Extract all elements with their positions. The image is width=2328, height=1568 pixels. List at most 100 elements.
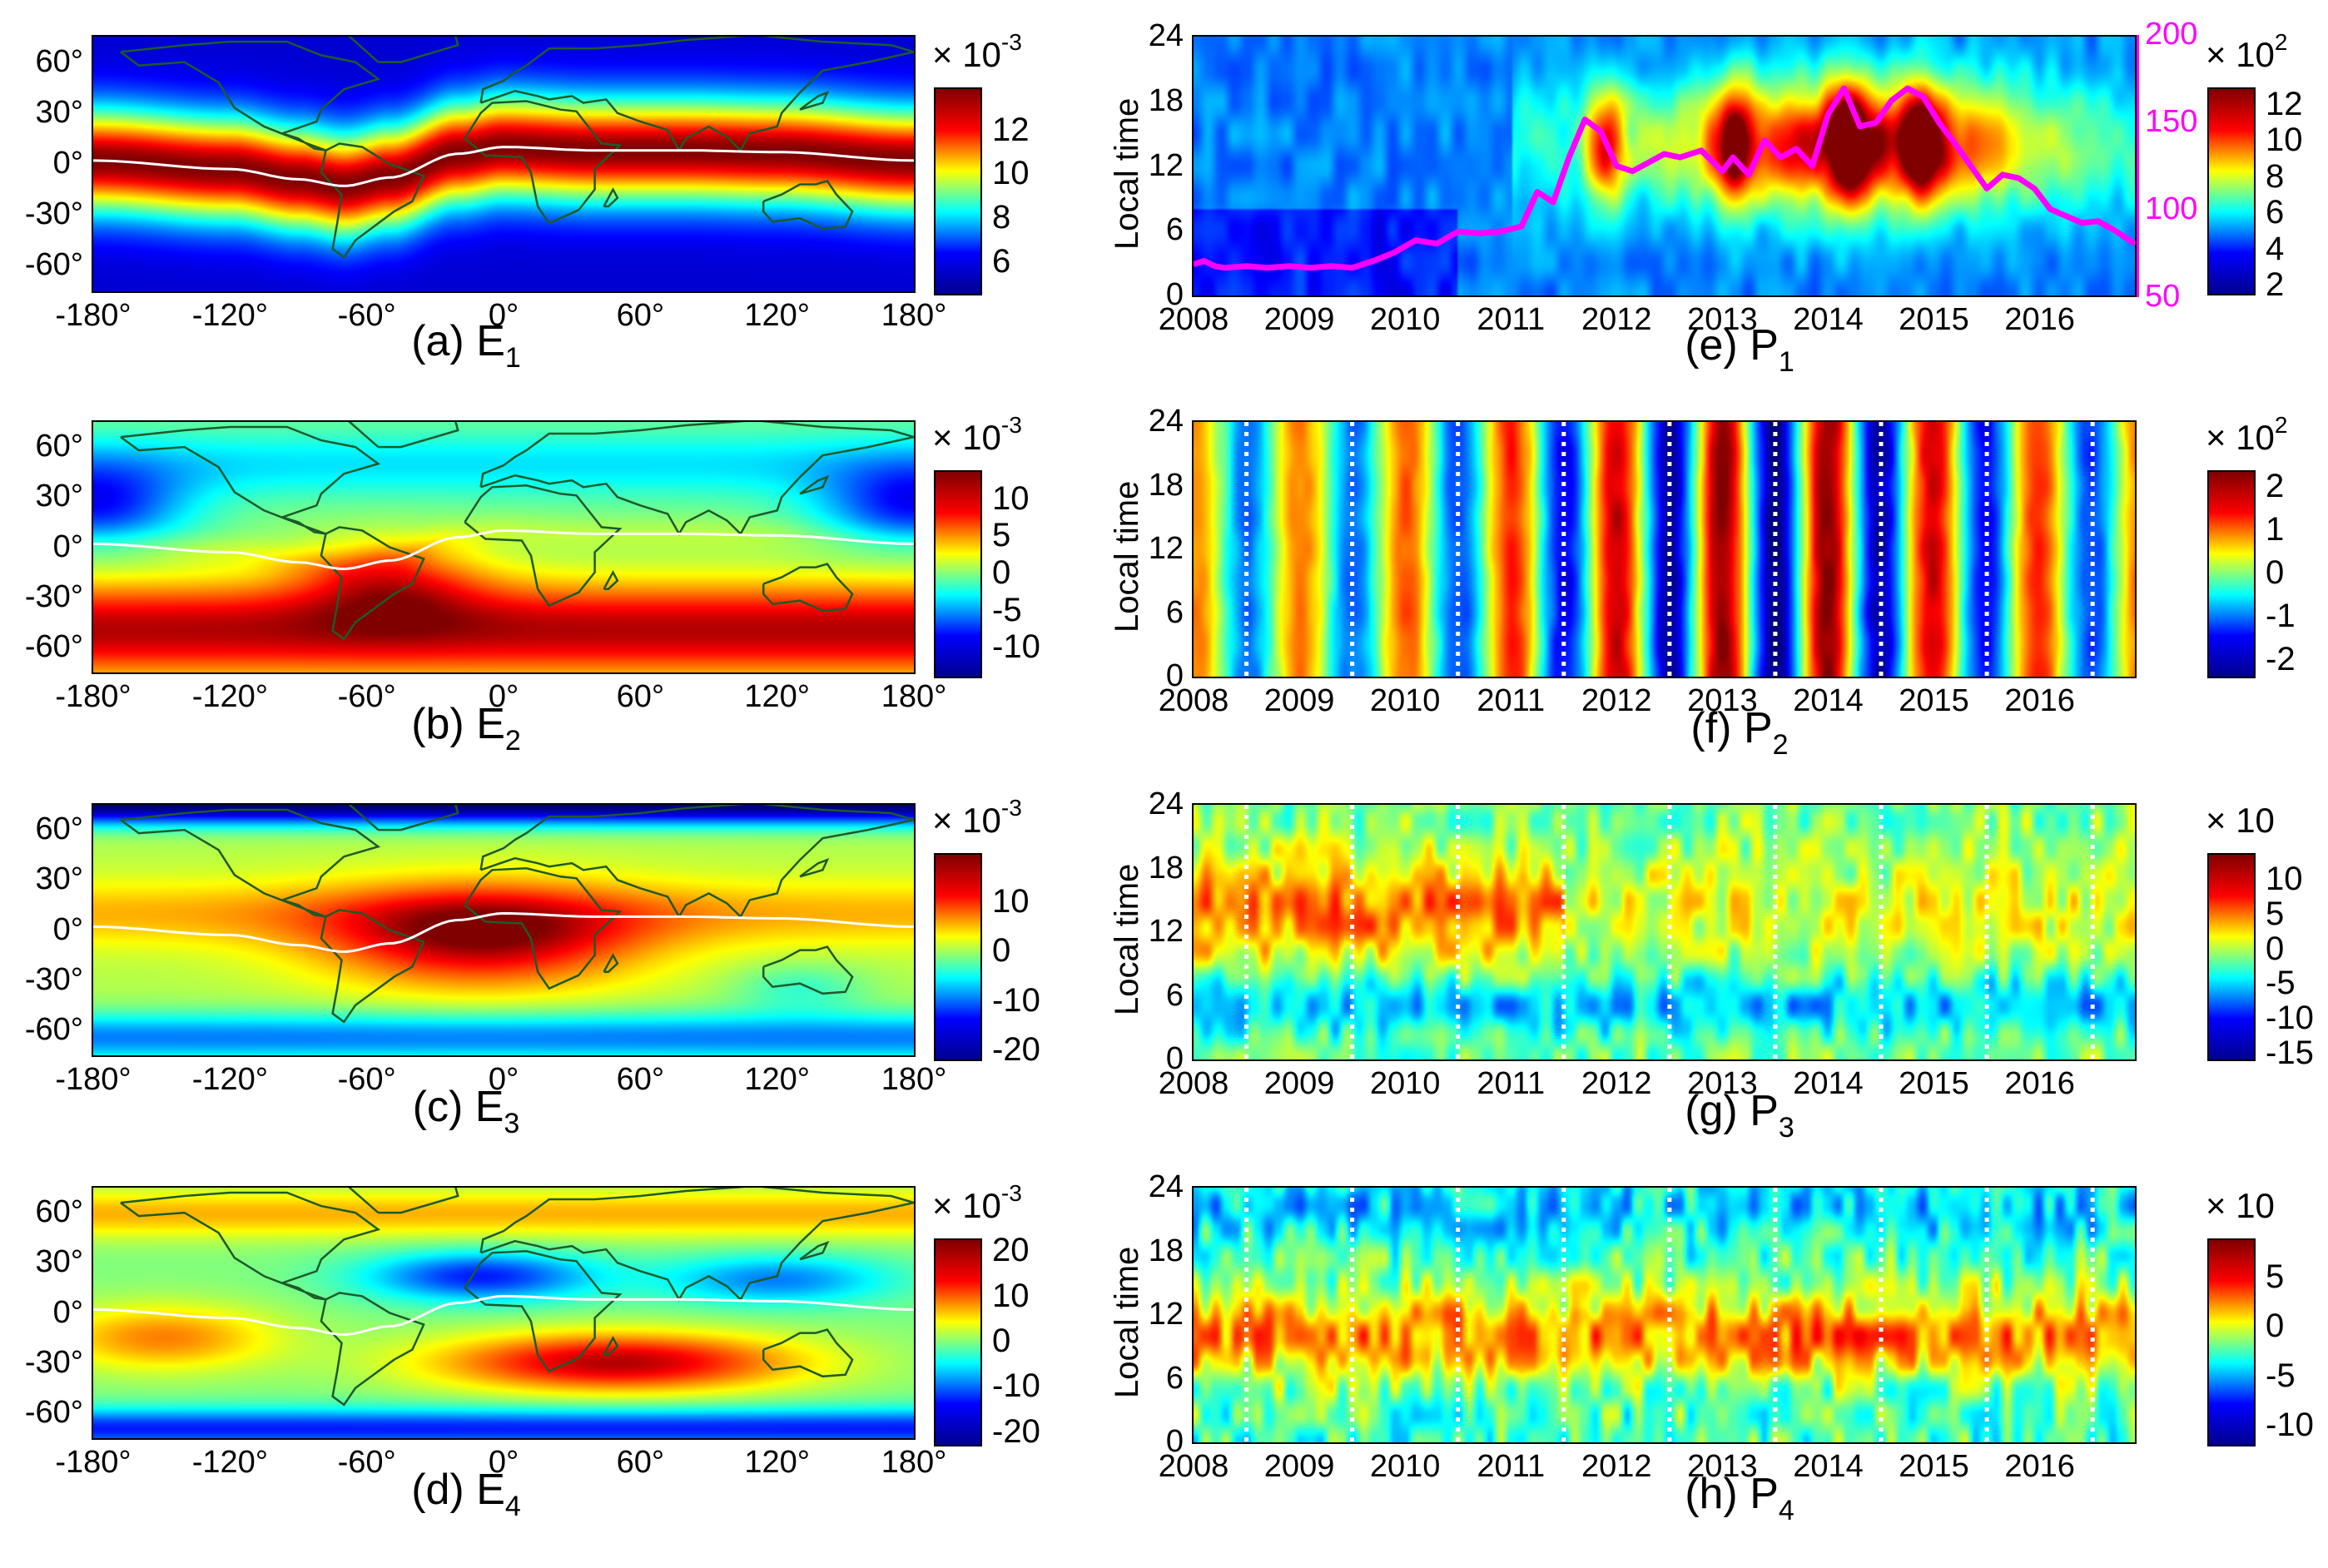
coastline-4 [762,1328,854,1378]
x-tick-label: 60° [616,1062,665,1097]
x-tick-label: 2015 [1899,1066,1969,1101]
panel-caption: (c) E3 [258,1082,674,1140]
colorbar-scale-exponent: -3 [1000,29,1022,55]
x-tick-label: 2009 [1263,683,1335,718]
colorbar-f [2207,470,2256,678]
colorbar-b [934,470,982,678]
x-tick-label: 2010 [1369,683,1441,718]
colorbar-c [934,853,982,1061]
y-tick-label: -60° [24,1394,83,1430]
coastline-5 [348,1188,459,1214]
x-tick-label: -180° [55,679,132,714]
y-tick-label: 6 [1165,977,1184,1013]
colorbar-scale-exponent: -3 [1000,412,1022,438]
overlay-h [1244,1188,2095,1442]
heatmap-field-d [93,1188,914,1438]
y-axis-label: Local time [1109,480,1145,633]
overlay-g [1244,805,2095,1059]
y-tick-label: 12 [1148,147,1184,183]
coastline-7 [799,474,830,495]
y-tick-label: 18 [1148,82,1184,118]
colorbar-h [2207,1238,2256,1446]
coastline-4 [762,179,854,230]
x-tick-label: 60° [616,1445,665,1480]
magnetic-equator-line [93,528,914,571]
colorbar-tick-label: 0 [992,1322,1011,1359]
y-tick-label: 6 [1165,594,1184,630]
y-tick-label: 12 [1148,1297,1184,1332]
colorbar-scale-base: × 10 [932,801,1001,840]
coastline-1 [320,526,425,641]
y-tick-label: 0 [1165,658,1184,693]
heatmap-field-b [93,422,914,672]
colorbar-scale-label: × 10-3 [932,795,1022,841]
x-tick-label: 2013 [1687,683,1758,718]
x-tick-label: 0° [488,298,519,333]
y-tick-label: 24 [1148,404,1184,439]
x-tick-label: -60° [337,1445,396,1480]
colorbar-scale-base: × 10 [2206,801,2275,840]
colorbar-tick-label: -15 [2266,1034,2314,1071]
x-tick-label: 2012 [1581,302,1652,337]
colorbar-tick-label: -10 [992,1367,1040,1405]
colorbar-tick-label: 12 [992,111,1030,148]
y-tick-label: 0 [1165,1424,1184,1459]
colorbar-scale-exponent: 2 [2274,29,2288,55]
x-tick-label: 180° [881,298,947,333]
y-tick-label: -30° [24,1344,83,1380]
x-tick-label: 2013 [1687,302,1758,337]
caption-subscript: 4 [1778,1495,1794,1526]
x-tick-label: -60° [337,1062,396,1097]
colorbar-scale-base: × 10 [2206,1186,2275,1225]
caption-subscript: 2 [504,725,521,757]
x-tick-label: 2008 [1158,1066,1229,1101]
x-tick-label: 2009 [1263,1449,1335,1484]
y-tick-label: -30° [24,578,83,614]
colorbar-tick-label: 10 [992,479,1030,517]
colorbar-scale-base: × 10 [932,1186,1001,1225]
heatmap-plot-h [1192,1186,2137,1444]
y-tick-label: 12 [1148,531,1184,566]
colorbar-tick-label: -2 [2266,641,2296,678]
x-tick-label: 2012 [1581,1066,1652,1101]
colorbar-tick-label: 0 [992,932,1011,970]
x-tick-label: 2014 [1793,1066,1864,1101]
coastline-6 [603,1335,619,1356]
colorbar-scale-label: × 10-3 [932,412,1022,458]
colorbar-tick-label: 10 [992,155,1030,192]
colorbar-g [2207,853,2256,1061]
y-tick-label: 6 [1165,212,1184,248]
colorbar-scale-exponent: -3 [1000,1180,1022,1206]
colorbar-tick-label: -10 [2266,1407,2314,1444]
x-tick-label: 2011 [1477,302,1546,337]
colorbar-tick-label: 10 [992,882,1030,920]
x-tick-label: 2011 [1477,1066,1546,1101]
y-tick-label: 60° [35,811,83,847]
coastline-4 [762,945,854,995]
y-tick-label: 24 [1148,786,1184,821]
x-tick-label: 2012 [1581,1449,1652,1484]
x-tick-label: 2008 [1158,1449,1229,1484]
colorbar-tick-label: 6 [992,242,1011,280]
y-tick-label: -60° [24,1011,83,1047]
y-axis-label: Local time [1109,1246,1145,1398]
y-axis-label: Local time [1109,863,1145,1015]
y-tick-label: 24 [1148,1169,1184,1204]
coastline-3 [479,805,914,919]
coastline-3 [479,37,914,153]
heatmap-plot-a [92,35,916,293]
overlay-b [93,422,914,641]
colorbar-scale-label: × 10 [2206,795,2275,841]
x-tick-label: 2016 [2004,1449,2075,1484]
colorbar-tick-label: 10 [2266,122,2303,159]
x-tick-label: 180° [881,679,947,714]
y-tick-label: 0 [1165,1041,1184,1076]
x-tick-label: 2011 [1477,1449,1546,1484]
coastline-7 [799,857,830,878]
caption-title: (c) E [412,1083,504,1131]
y-tick-label: 0° [52,911,83,947]
magnetic-equator-line [93,911,914,954]
caption-subscript: 3 [1778,1112,1794,1144]
heatmap-plot-f [1192,420,2137,678]
y-tick-label: -30° [24,196,83,232]
